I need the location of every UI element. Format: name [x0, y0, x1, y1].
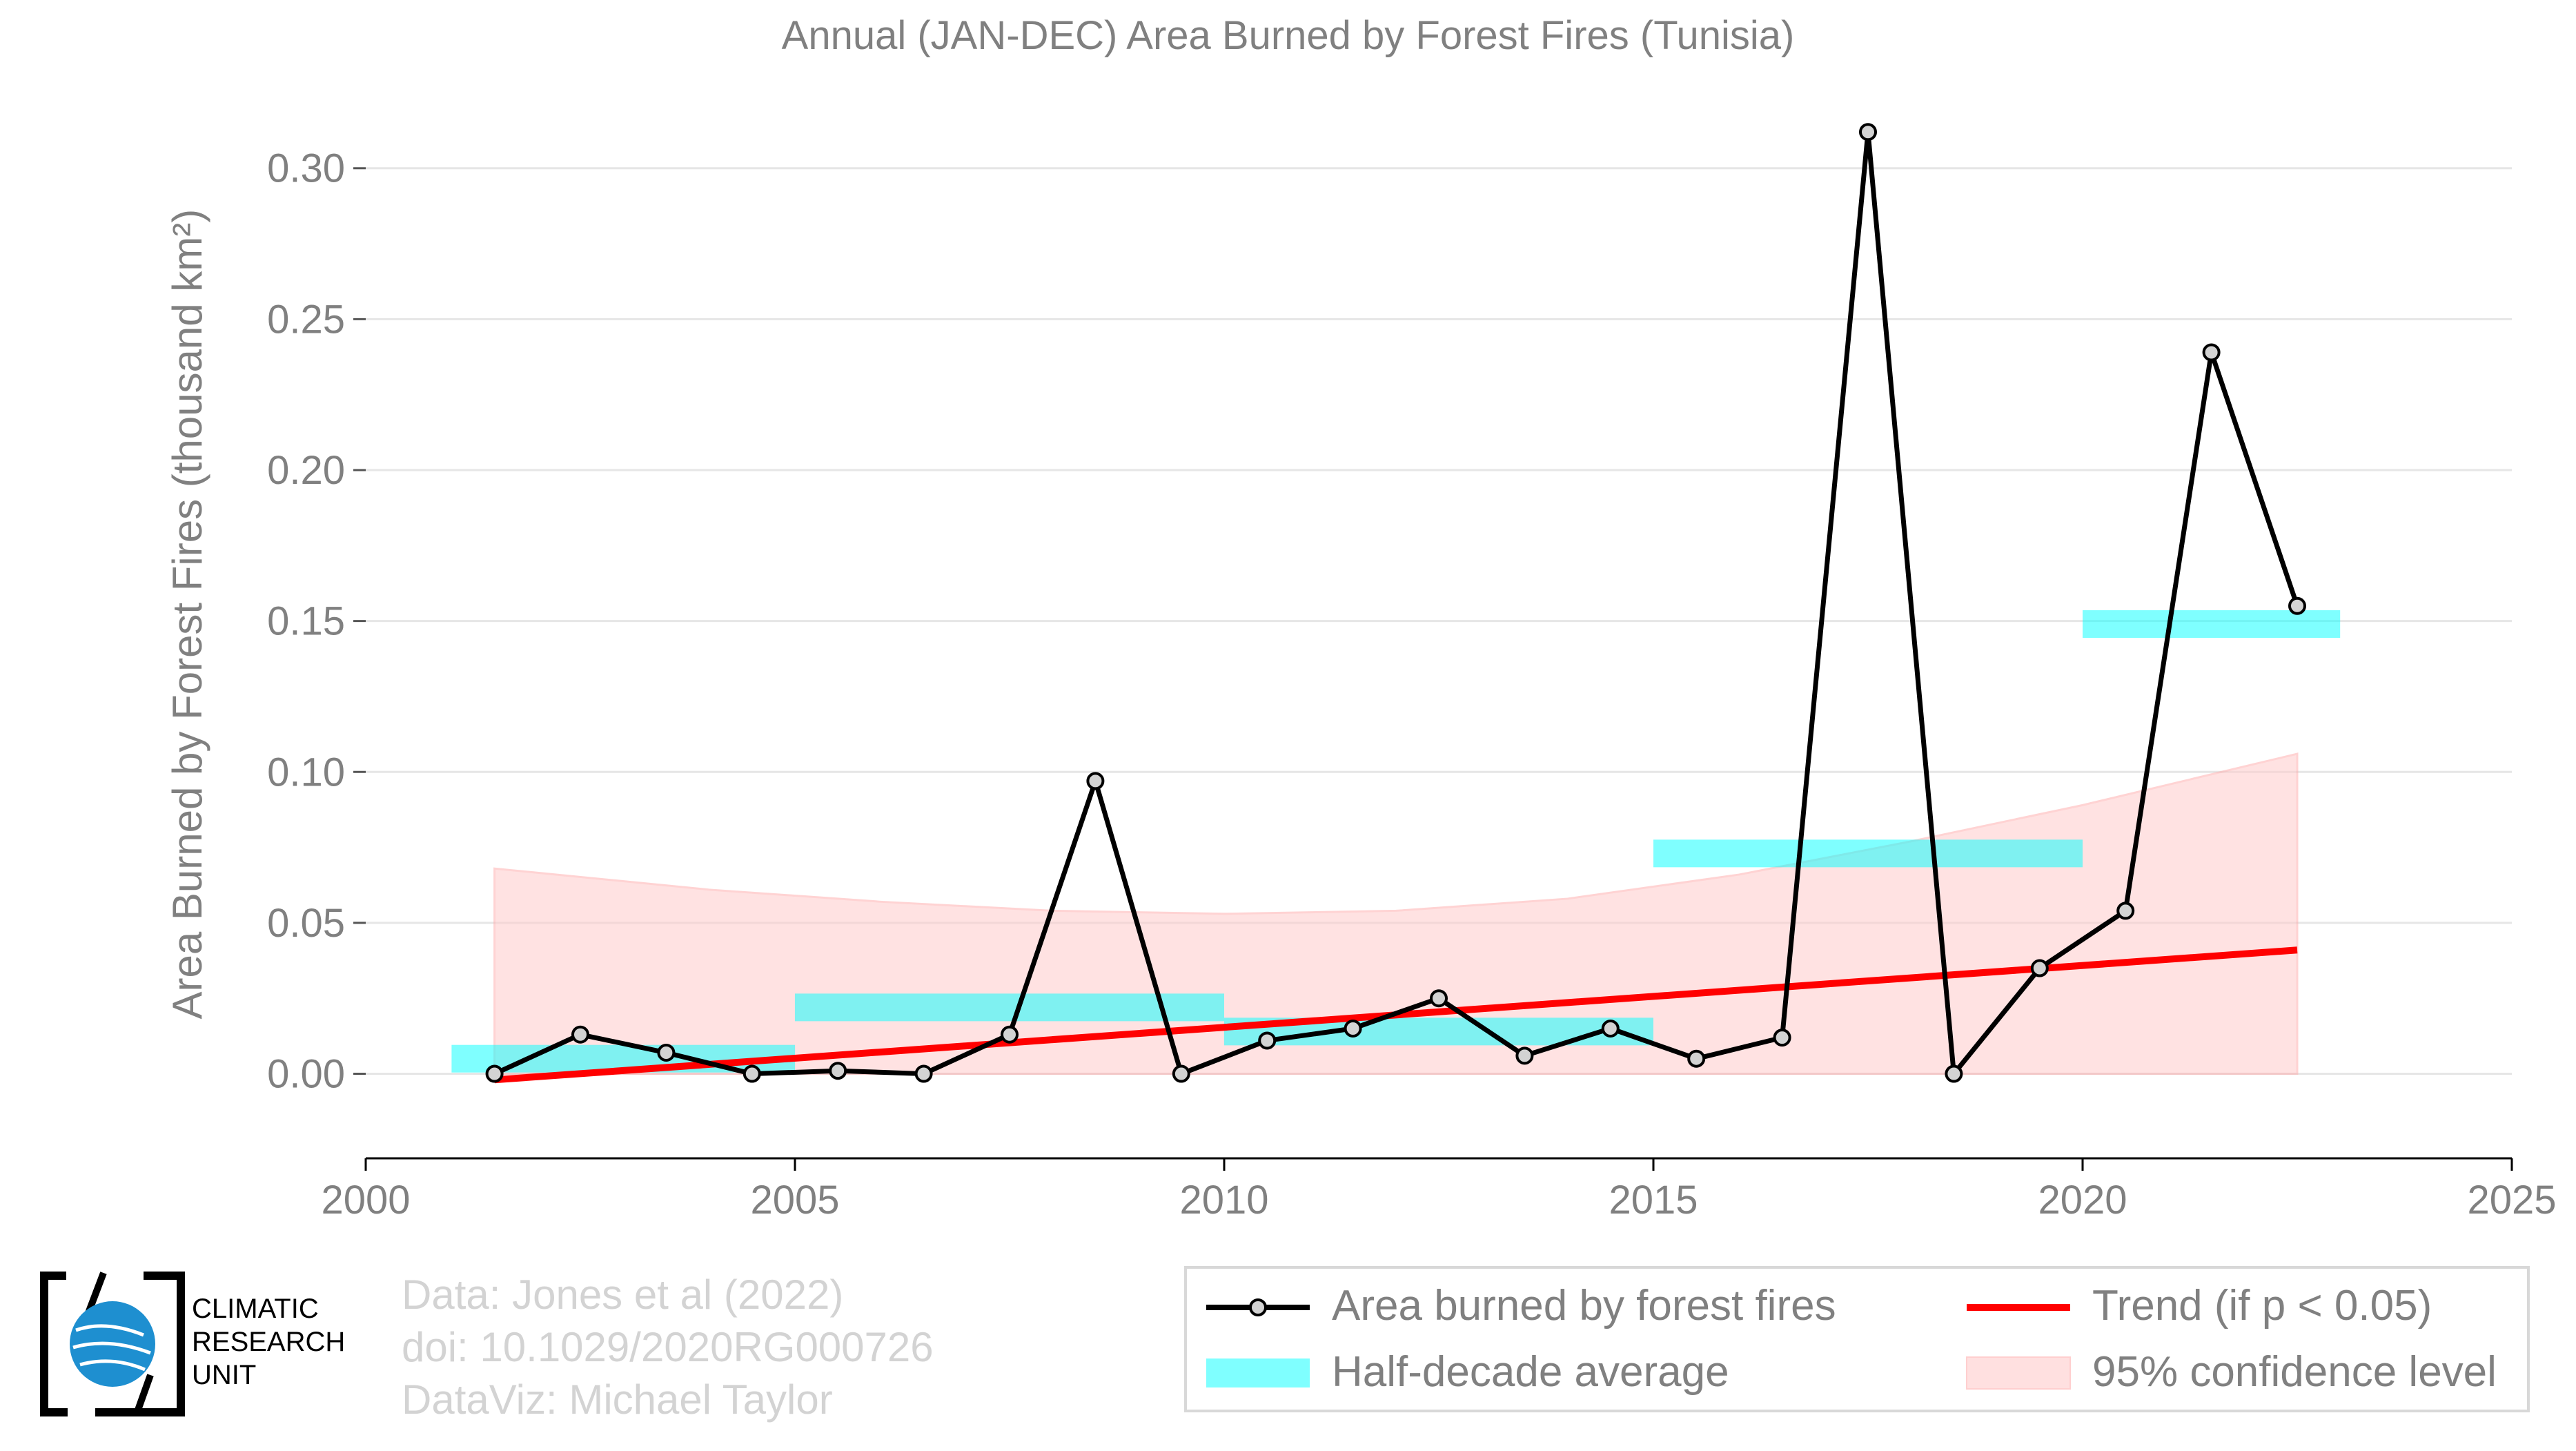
data-point — [829, 1062, 847, 1080]
y-tick-label: 0.25 — [267, 297, 345, 342]
axes: 0.00 0.05 0.10 0.15 0.20 0.25 0.30 2000 2005 2010… — [164, 146, 2557, 1223]
data-point — [571, 1025, 589, 1044]
legend-half-decade-swatch — [1206, 1359, 1310, 1387]
data-point — [1945, 1064, 1963, 1083]
data-point — [2030, 959, 2049, 977]
logo-text: CLIMATIC RESEARCH UNIT — [192, 1292, 345, 1392]
y-tick-label: 0.05 — [267, 901, 345, 946]
legend-label-confidence: 95% confidence level — [2092, 1348, 2497, 1396]
data-point — [743, 1064, 761, 1083]
data-point — [1258, 1031, 1277, 1050]
data-point — [2116, 902, 2135, 920]
logo-line-3: UNIT — [192, 1360, 257, 1390]
legend-label-trend: Trend (if p < 0.05) — [2092, 1282, 2432, 1330]
half-decade-bar — [795, 993, 1224, 1022]
legend: Area burned by forest fires Half-decade … — [1184, 1266, 2530, 1412]
legend-confidence-swatch — [1966, 1356, 2071, 1390]
half-decade-bar — [1653, 839, 2083, 868]
data-point — [1859, 123, 1877, 142]
logo-line-1: CLIMATIC — [192, 1294, 319, 1324]
y-tick-label: 0.15 — [267, 599, 345, 644]
legend-label-half-decade: Half-decade average — [1332, 1348, 1729, 1396]
legend-label-line: Area burned by forest fires — [1332, 1282, 1836, 1330]
data-point — [1001, 1025, 1019, 1044]
half-decade-bar — [2083, 610, 2341, 639]
y-tick-label: 0.10 — [267, 750, 345, 795]
chart-title: Annual (JAN-DEC) Area Burned by Forest F… — [781, 13, 1795, 58]
y-axis-label: Area Burned by Forest Fires (thousand km… — [164, 209, 210, 1020]
data-point — [2202, 343, 2221, 362]
credit-data: Data: Jones et al (2022) — [402, 1272, 844, 1318]
y-tick-label: 0.00 — [267, 1052, 345, 1097]
credit-doi: doi: 10.1029/2020RG000726 — [402, 1324, 934, 1370]
y-tick-label: 0.30 — [267, 146, 345, 191]
data-point — [1086, 772, 1105, 790]
data-point — [1172, 1064, 1190, 1083]
logo-line-2: RESEARCH — [192, 1327, 346, 1357]
x-tick-label: 2020 — [2038, 1178, 2127, 1223]
x-tick-label: 2015 — [1609, 1178, 1698, 1223]
x-tick-label: 2000 — [321, 1178, 410, 1223]
data-point — [1515, 1046, 1534, 1065]
data-point — [1344, 1019, 1362, 1038]
data-point — [1430, 989, 1448, 1008]
data-point — [914, 1064, 933, 1083]
legend-line-swatch — [1206, 1298, 1310, 1316]
cru-logo-icon — [40, 1272, 185, 1416]
area-burned-line — [493, 129, 2300, 1077]
data-point — [2288, 596, 2306, 615]
credit-dataviz: DataViz: Michael Taylor — [402, 1376, 833, 1423]
y-tick-label: 0.20 — [267, 448, 345, 493]
area-burned-series — [485, 123, 2306, 1083]
x-tick-label: 2010 — [1179, 1178, 1268, 1223]
data-point — [1601, 1019, 1620, 1038]
data-point — [1687, 1049, 1706, 1068]
x-tick-label: 2005 — [750, 1178, 839, 1223]
data-point — [1773, 1029, 1791, 1047]
data-point — [657, 1043, 676, 1062]
data-point — [485, 1064, 504, 1083]
credits: Data: Jones et al (2022) doi: 10.1029/20… — [402, 1269, 934, 1426]
x-tick-label: 2025 — [2467, 1178, 2556, 1223]
